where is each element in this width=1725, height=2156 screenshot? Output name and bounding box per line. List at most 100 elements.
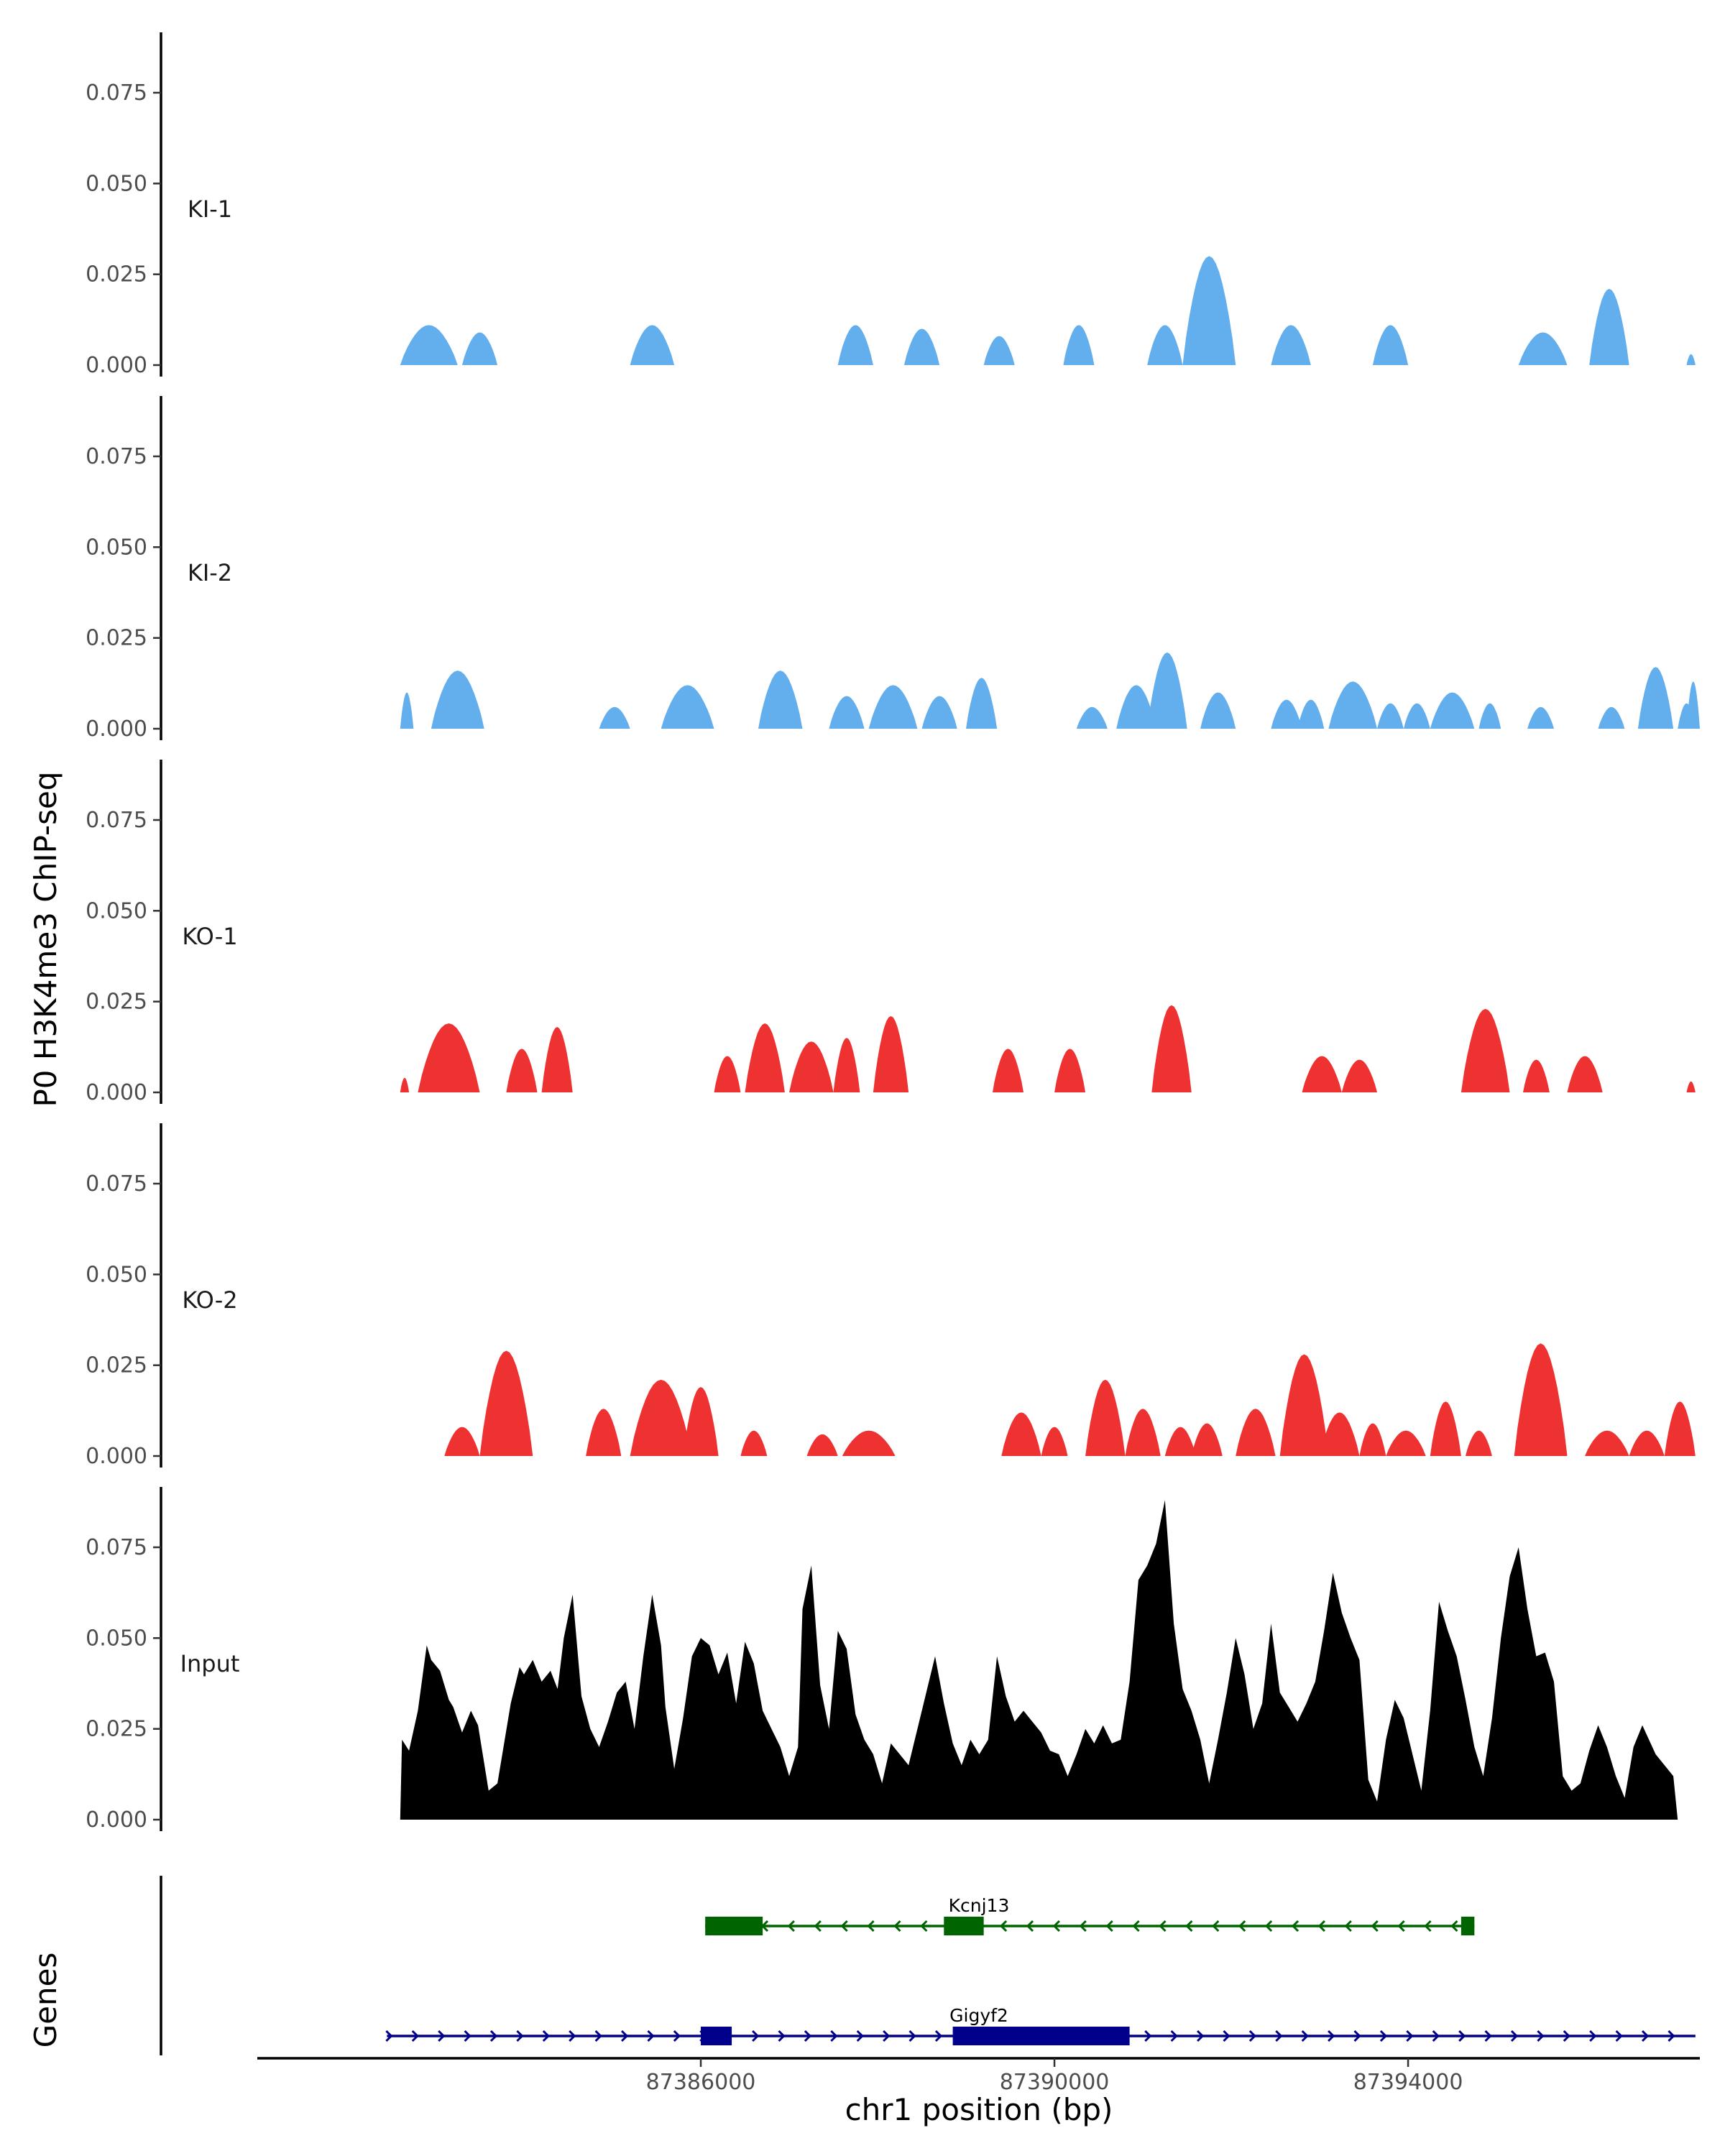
- strand-arrow: [999, 1920, 1008, 1932]
- strand-arrow: [1301, 2030, 1309, 2042]
- strand-arrow: [1668, 2030, 1675, 2042]
- y-tick-label: 0.000: [86, 1444, 147, 1469]
- signal-peak: [842, 1430, 896, 1456]
- signal-peak: [1191, 1423, 1223, 1456]
- strand-arrow: [1424, 1920, 1432, 1932]
- strand-arrow: [867, 1920, 875, 1932]
- signal-peak: [1116, 685, 1156, 729]
- signal-peak: [1386, 1430, 1426, 1456]
- signal-peak: [1271, 699, 1302, 729]
- signal-peak: [868, 685, 918, 729]
- signal-peak: [599, 706, 630, 729]
- strand-arrow: [1197, 2030, 1205, 2042]
- tracks: 0.0000.0250.0500.075KI-10.0000.0250.0500…: [86, 32, 1700, 1833]
- signal-peak: [400, 325, 458, 365]
- signal-peak: [1589, 288, 1629, 365]
- strand-arrow: [489, 2030, 498, 2042]
- signal-peak: [1686, 681, 1700, 729]
- strand-arrow: [1238, 1920, 1246, 1932]
- signal-peak: [1430, 692, 1475, 729]
- signal-peak: [921, 696, 957, 729]
- signal-peak: [1076, 706, 1108, 729]
- strand-arrow: [1589, 2030, 1597, 2042]
- signal-peak: [1054, 1049, 1086, 1092]
- strand-arrow: [814, 1920, 822, 1932]
- gene-exon: [944, 1917, 984, 1935]
- signal-peak: [1523, 1059, 1550, 1092]
- signal-peak: [903, 328, 940, 365]
- signal-peak: [541, 1027, 573, 1092]
- strand-arrow: [1105, 1920, 1113, 1932]
- gene-name: Gigyf2: [949, 2005, 1008, 2026]
- signal-peak: [1359, 1423, 1386, 1456]
- track-label: KO-1: [182, 923, 237, 950]
- signal-peak: [1302, 1056, 1342, 1092]
- signal-peak: [1041, 1427, 1068, 1456]
- y-tick-label: 0.000: [86, 1080, 147, 1105]
- signal-peak: [586, 1409, 622, 1456]
- y-tick-label: 0.050: [86, 898, 147, 923]
- signal-peak: [1164, 1427, 1196, 1456]
- strand-arrow: [920, 1920, 928, 1932]
- y-tick-label: 0.025: [86, 262, 147, 287]
- strand-arrow: [840, 1920, 848, 1932]
- signal-peak: [1271, 325, 1311, 365]
- signal-peak: [983, 336, 1015, 365]
- panel-input: 0.000 0.025 0.050 0.075 Input: [86, 1487, 1678, 1833]
- strand-arrow: [778, 2030, 786, 2042]
- strand-arrow: [1641, 2030, 1650, 2042]
- strand-arrow: [438, 2030, 446, 2042]
- track-label: KI-1: [188, 195, 232, 223]
- strand-arrow: [1248, 2030, 1257, 2042]
- signal-peak: [661, 685, 714, 729]
- signal-peak: [1001, 1412, 1041, 1456]
- signal-peak: [1377, 703, 1404, 729]
- signal-peak: [683, 1387, 719, 1456]
- signal-peak: [740, 1430, 768, 1456]
- signal-peak: [1629, 1430, 1665, 1456]
- signal-peak: [789, 1041, 834, 1092]
- strand-arrow: [569, 2030, 576, 2042]
- strand-arrow: [620, 2030, 629, 2042]
- signal-peak: [1686, 354, 1696, 365]
- y-tick-label: 0.050: [86, 1626, 147, 1651]
- signal-peak: [1125, 1409, 1161, 1456]
- signal-peak: [1063, 325, 1095, 365]
- strand-arrow: [908, 2030, 916, 2042]
- signal-peak: [829, 696, 865, 729]
- panel-ko-2: 0.000 0.025 0.050 0.075 KO-2: [86, 1123, 1696, 1469]
- signal-peak: [400, 692, 414, 729]
- signal-peak: [506, 1049, 538, 1092]
- strand-arrow: [883, 2030, 891, 2042]
- strand-arrow: [787, 1920, 795, 1932]
- signal-peak: [630, 325, 675, 365]
- gene-gigyf2: Gigyf2: [385, 2005, 1696, 2045]
- strand-arrow: [1317, 1920, 1325, 1932]
- strand-arrow: [1132, 1920, 1140, 1932]
- strand-arrow: [1484, 2030, 1492, 2042]
- strand-arrow: [594, 2030, 602, 2042]
- strand-arrow: [1344, 1920, 1352, 1932]
- y-tick-label: 0.075: [86, 444, 147, 469]
- strand-arrow: [856, 2030, 864, 2042]
- gene-exon: [705, 1917, 763, 1935]
- strand-arrow: [673, 2030, 681, 2042]
- panel-ko-1: 0.000 0.025 0.050 0.075 KO-1: [86, 760, 1696, 1105]
- strand-arrow: [934, 2030, 943, 2042]
- track-label: KO-2: [182, 1286, 237, 1314]
- strand-arrow: [516, 2030, 524, 2042]
- y-tick-label: 0.025: [86, 990, 147, 1015]
- strand-arrow: [1275, 2030, 1283, 2042]
- strand-arrow: [1510, 2030, 1519, 2042]
- signal-peak: [1341, 1059, 1377, 1092]
- strand-arrow: [1379, 2030, 1388, 2042]
- signal-peak: [1430, 1401, 1461, 1456]
- signal-peak: [1403, 703, 1430, 729]
- signal-peak: [1466, 1430, 1492, 1456]
- signal-peak: [431, 671, 484, 729]
- strand-arrow: [1537, 2030, 1545, 2042]
- y-tick-label: 0.025: [86, 1353, 147, 1378]
- signal-peak: [714, 1056, 741, 1092]
- strand-arrow: [1264, 1920, 1273, 1932]
